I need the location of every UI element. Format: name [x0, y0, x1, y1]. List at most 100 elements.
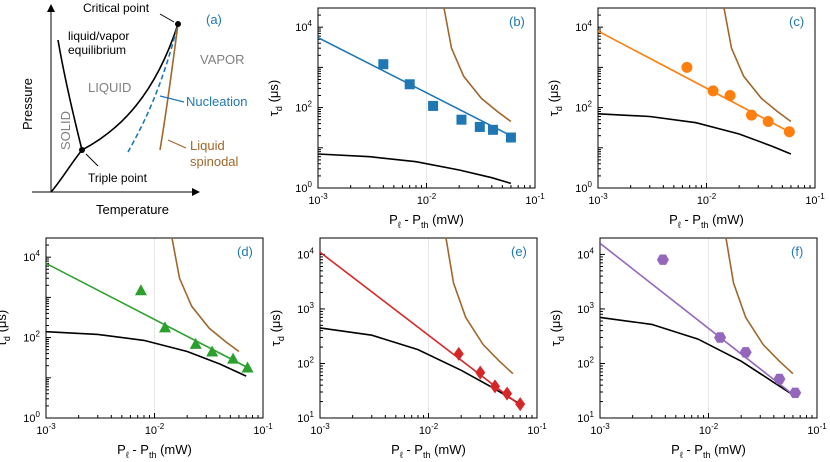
- critical-point-marker: [175, 21, 181, 27]
- x-tick-label: 10-2: [419, 422, 439, 437]
- fit-line: [600, 242, 796, 397]
- chart-f: 10-3 10-2 10-1 101 102 103 104 Pℓ - Pth (mW) τd …: [548, 237, 827, 460]
- x-axis-label: Pℓ - Pth (mW): [389, 212, 464, 230]
- y-tick-label: 104: [575, 19, 592, 34]
- x-tick-label: 10-2: [145, 422, 165, 437]
- y-axis-label: τd (μs): [266, 80, 284, 116]
- panel-tag: (b): [509, 14, 525, 29]
- x-axis-label: Pℓ - Pth (mW): [671, 442, 746, 460]
- equilibrium-label-2: equilibrium: [68, 43, 126, 57]
- data-point: [404, 79, 415, 90]
- solid-liquid-line: [57, 39, 83, 151]
- x-tick-label: 10-3: [36, 422, 56, 437]
- vapor-label: VAPOR: [200, 52, 245, 67]
- x-axis-label: Pℓ - Pth (mW): [117, 442, 192, 460]
- fit-line: [598, 30, 790, 133]
- nucleation-arrow: [159, 95, 185, 103]
- panel-tag: (e): [511, 244, 527, 259]
- data-point: [707, 85, 719, 97]
- x-tick-label: 10-1: [527, 422, 547, 437]
- y-tick-label: 104: [295, 19, 312, 34]
- data-point: [474, 121, 485, 132]
- data-point: [656, 254, 669, 265]
- phase-xlabel: Temperature: [96, 202, 169, 217]
- data-point: [189, 337, 202, 349]
- y-axis-label: τd (μs): [546, 80, 564, 116]
- data-point: [783, 126, 795, 138]
- y-tick-label: 104: [297, 246, 314, 261]
- data-point: [487, 124, 498, 135]
- y-axis-label: τd (μs): [548, 310, 566, 346]
- phase-diagram-panel: Critical point liquid/vapor equilibrium …: [20, 1, 247, 217]
- chart-b: 10-3 10-2 10-1 100 102 104 Pℓ - Pth (mW) τd (μs…: [266, 7, 545, 230]
- liquid-label: LIQUID: [88, 80, 131, 95]
- nucleation-line: [127, 23, 179, 153]
- data-point: [789, 387, 802, 398]
- critical-point-label: Critical point: [83, 1, 150, 15]
- spinodal-curve: [171, 238, 240, 353]
- spinodal-label-2: spinodal: [190, 154, 239, 169]
- triple-point-arrow: [85, 153, 99, 167]
- data-point: [489, 379, 500, 394]
- model-curve: [320, 327, 521, 405]
- chart-e: 10-3 10-2 10-1 101 102 103 104 Pℓ - Pth (mW) τd …: [268, 237, 547, 460]
- equilibrium-line: [81, 23, 179, 151]
- data-point: [475, 365, 486, 380]
- x-tick-label: 10-1: [253, 422, 273, 437]
- x-tick-label: 10-1: [525, 192, 545, 207]
- data-point: [724, 89, 736, 101]
- x-tick-label: 10-3: [308, 192, 328, 207]
- x-axis-label: Pℓ - Pth (mW): [669, 212, 744, 230]
- equilibrium-label-1: liquid/vapor: [68, 29, 129, 43]
- y-tick-label: 100: [575, 180, 592, 195]
- x-axis-label: Pℓ - Pth (mW): [391, 442, 466, 460]
- data-point: [714, 332, 727, 343]
- data-point: [206, 345, 219, 357]
- panel-tag: (d): [237, 244, 253, 259]
- model-curve: [600, 316, 796, 397]
- y-tick-label: 100: [295, 180, 312, 195]
- data-point: [453, 346, 464, 361]
- y-tick-label: 102: [577, 355, 594, 370]
- x-tick-label: 10-1: [805, 192, 825, 207]
- data-point: [739, 347, 752, 358]
- fit-line: [320, 251, 521, 407]
- x-tick-label: 10-3: [590, 422, 610, 437]
- y-tick-label: 102: [23, 330, 40, 345]
- spinodal-label-1: Liquid: [190, 138, 225, 153]
- chart-c: 10-3 10-2 10-1 100 102 104 Pℓ - Pth (mW) τd (μs…: [546, 7, 825, 230]
- data-point: [505, 132, 516, 143]
- data-point: [515, 397, 526, 412]
- solid-label: SOLID: [58, 111, 73, 150]
- panel-tag: (c): [789, 14, 804, 29]
- y-tick-label: 102: [575, 100, 592, 115]
- model-curve: [318, 153, 512, 185]
- phase-y-axis-arrow: [47, 4, 55, 12]
- phase-panel-tag: (a): [206, 12, 222, 27]
- y-axis-label: τd (μs): [0, 310, 12, 346]
- x-tick-label: 10-2: [417, 192, 437, 207]
- y-axis-label: τd (μs): [268, 310, 286, 346]
- y-tick-label: 104: [577, 246, 594, 261]
- x-tick-label: 10-2: [699, 422, 719, 437]
- spinodal-line: [159, 23, 179, 151]
- y-tick-label: 103: [297, 301, 314, 316]
- y-tick-label: 103: [577, 301, 594, 316]
- nucleation-label: Nucleation: [186, 94, 247, 109]
- y-tick-label: 104: [23, 249, 40, 264]
- y-tick-label: 101: [577, 410, 594, 425]
- panel-tag: (f): [791, 244, 803, 259]
- chart-d: 10-3 10-2 10-1 100 102 104 Pℓ - Pth (mW) τd (μs…: [0, 237, 273, 460]
- sublimation-line: [50, 149, 83, 193]
- x-tick-label: 10-3: [588, 192, 608, 207]
- data-point: [241, 361, 254, 373]
- fit-line: [46, 262, 248, 369]
- phase-x-axis-arrow: [192, 188, 200, 196]
- data-point: [773, 373, 786, 385]
- data-point: [502, 386, 513, 401]
- data-point: [456, 114, 467, 125]
- spinodal-curve: [445, 238, 514, 375]
- data-point: [428, 100, 439, 111]
- x-tick-label: 10-2: [697, 192, 717, 207]
- spinodal-curve: [725, 238, 794, 375]
